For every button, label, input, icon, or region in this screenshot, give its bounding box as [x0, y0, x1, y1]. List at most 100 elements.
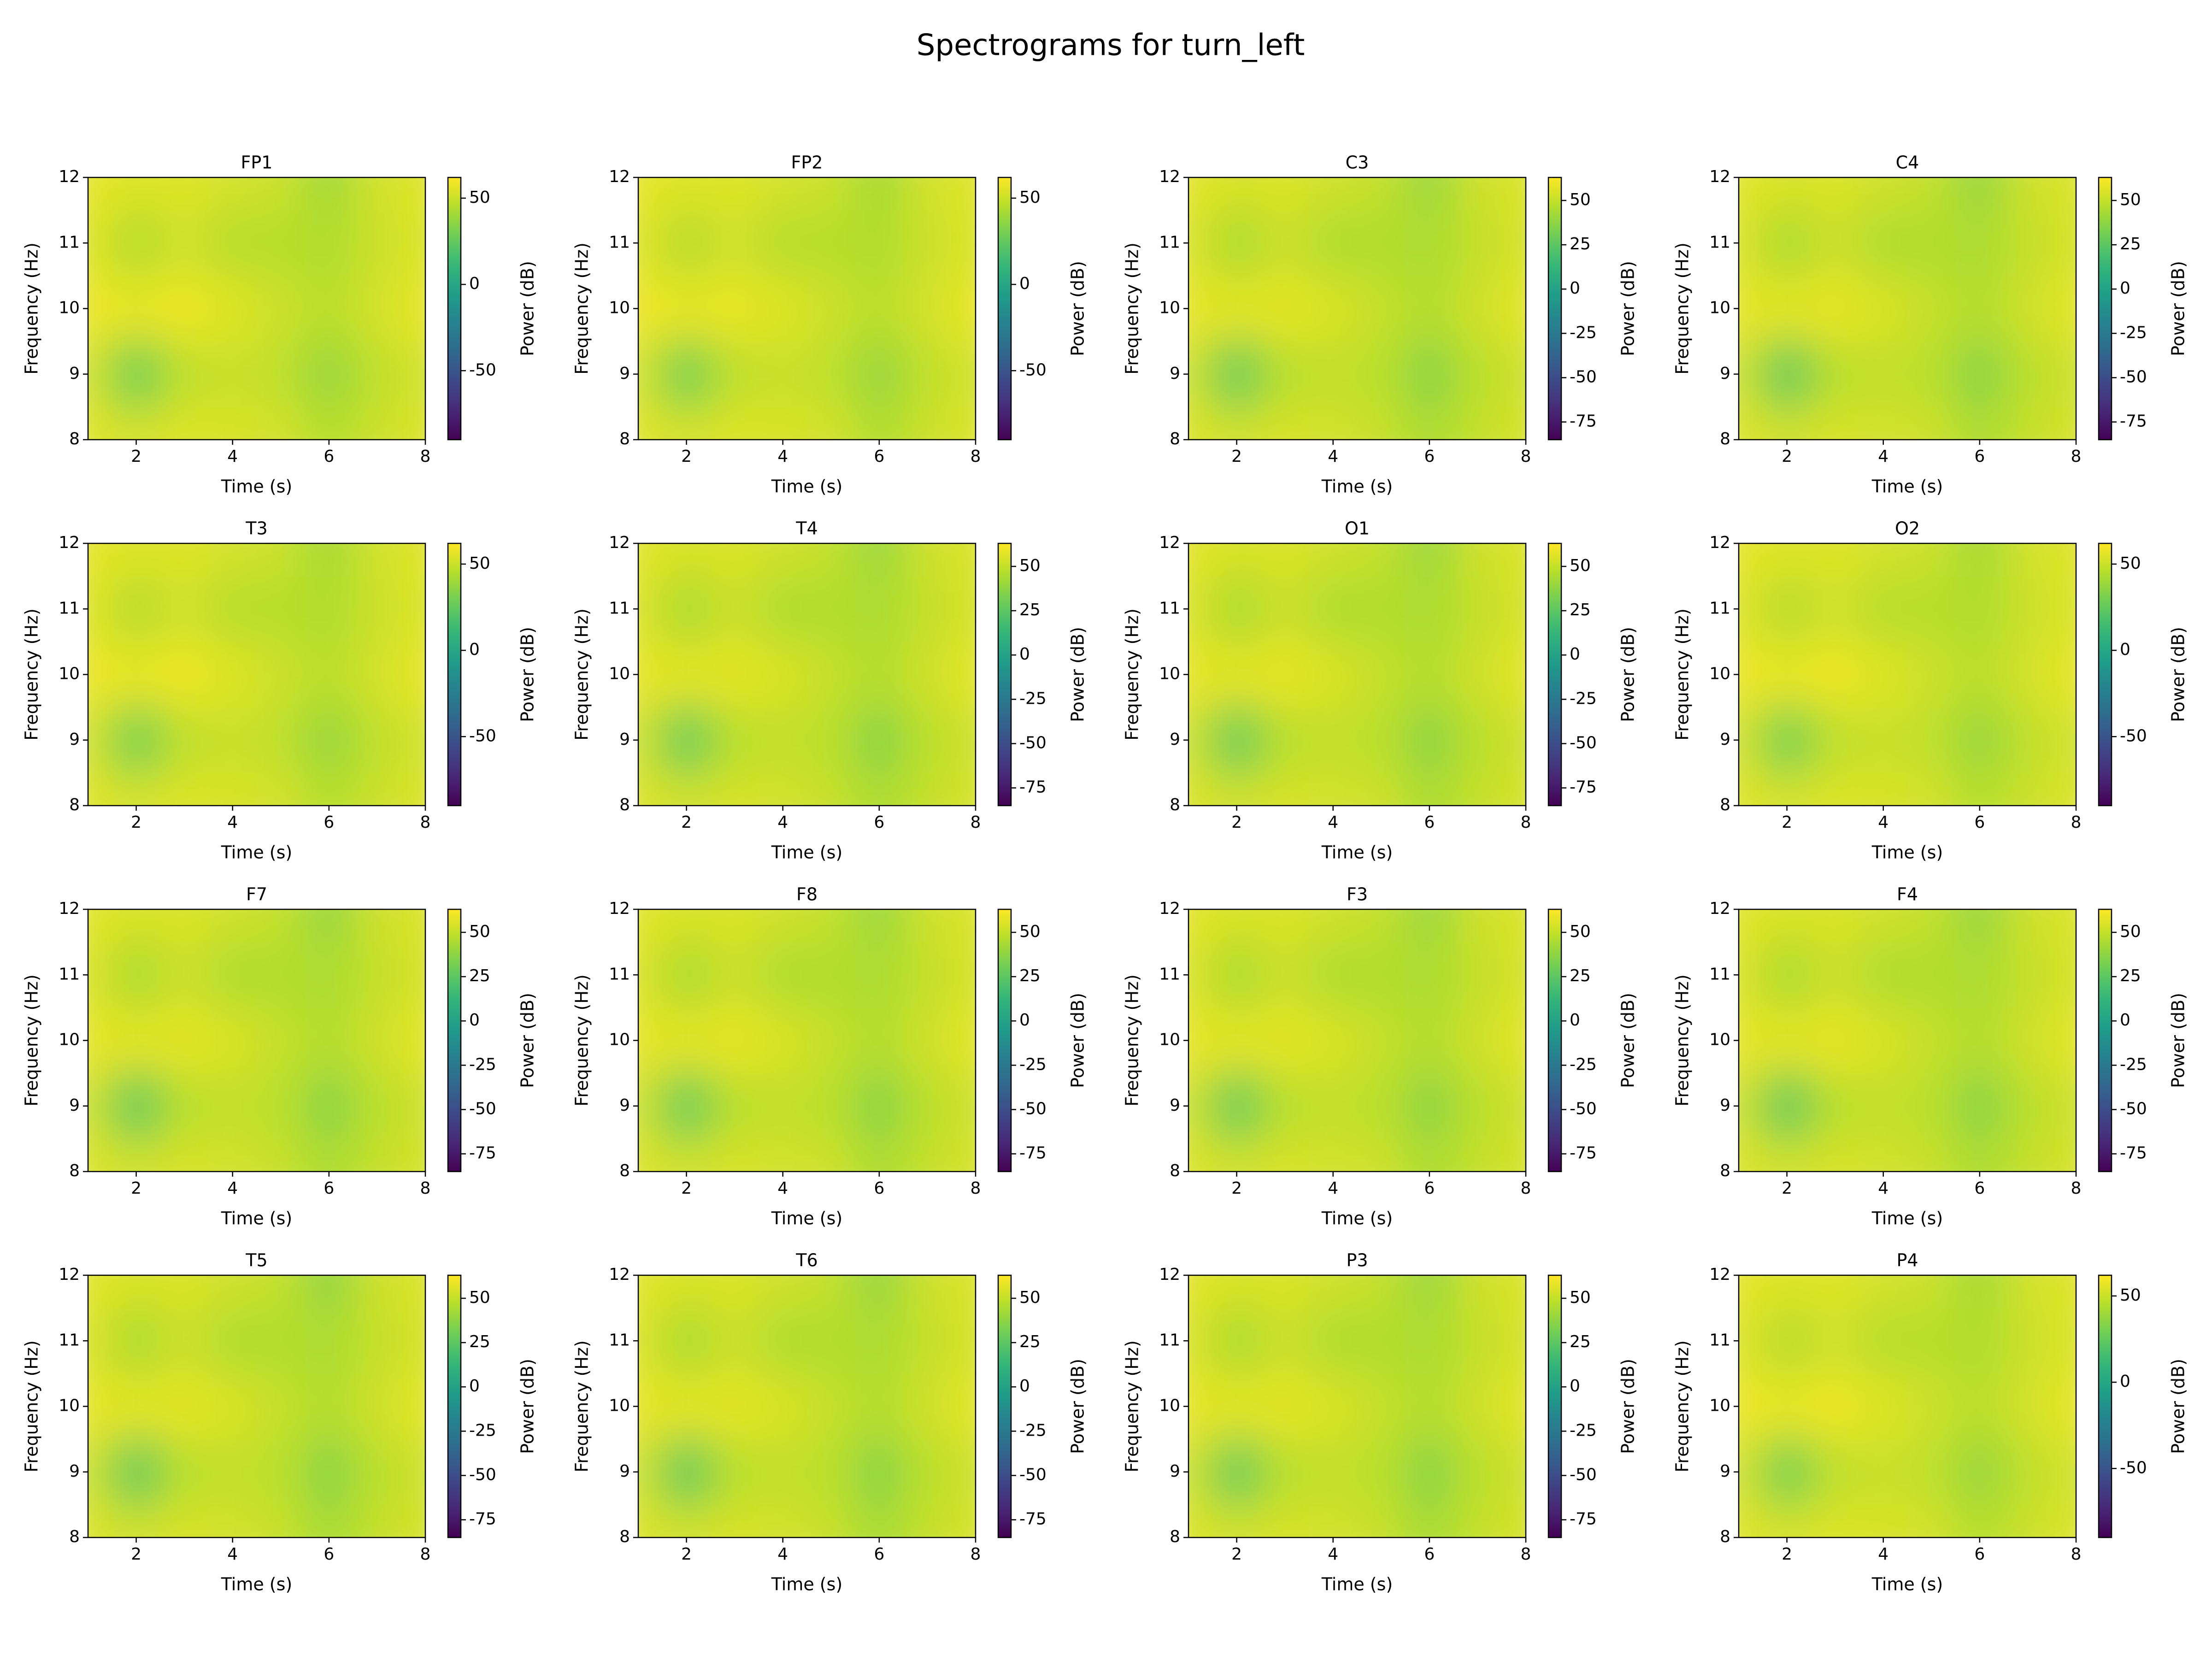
colorbar-tick-label: -75 — [469, 1144, 496, 1163]
y-tick-label: 10 — [609, 299, 630, 318]
x-tick-label: 4 — [227, 1545, 238, 1564]
y-tick-label: 8 — [619, 1161, 630, 1180]
heatmap-cell — [951, 177, 976, 211]
y-tick-label: 10 — [1709, 299, 1730, 318]
heatmap-cell — [1811, 576, 1859, 642]
y-tick-label: 12 — [1159, 167, 1180, 186]
colorbar-tick-label: 0 — [2120, 279, 2130, 298]
heatmap-cell — [256, 1073, 306, 1139]
colorbar — [2098, 1274, 2112, 1538]
colorbar-label: Power (dB) — [2168, 1359, 2188, 1454]
heatmap-cell — [1501, 942, 1526, 1008]
heatmap-cell — [1907, 1007, 1956, 1074]
x-tick-label: 4 — [227, 1179, 238, 1198]
heatmap — [88, 543, 425, 806]
y-tick-label: 12 — [1709, 533, 1730, 552]
heatmap-cell — [1811, 1275, 1859, 1308]
heatmap-cell — [2052, 772, 2076, 806]
y-tick-label: 9 — [619, 1096, 630, 1115]
heatmap-cell — [855, 275, 904, 342]
heatmap-cell — [903, 641, 952, 708]
heatmap-cell — [1453, 641, 1502, 708]
heatmap-cell — [353, 210, 402, 276]
heatmap-cell — [1955, 1308, 2004, 1374]
heatmap-cell — [1859, 1007, 1908, 1074]
x-tick-label: 2 — [1231, 447, 1242, 466]
heatmap-cell — [1907, 942, 1956, 1008]
colorbar-tick-label: -75 — [1570, 778, 1597, 797]
colorbar-tick-label: -50 — [2120, 726, 2147, 745]
x-axis-label: Time (s) — [1871, 1208, 1943, 1229]
colorbar-tick-label: -75 — [469, 1510, 496, 1529]
x-tick-label: 8 — [420, 813, 431, 832]
colorbar-tick-label: 50 — [1570, 922, 1591, 941]
colorbar-tick-label: -50 — [1019, 1099, 1047, 1118]
heatmap-cell — [1739, 1504, 1763, 1537]
colorbar-tick-label: 25 — [1019, 966, 1041, 985]
y-tick-label: 10 — [1709, 1396, 1730, 1415]
heatmap-cell — [1357, 641, 1406, 708]
heatmap-cell — [88, 1308, 112, 1374]
heatmap — [638, 909, 976, 1172]
y-tick-label: 11 — [1159, 233, 1180, 252]
colorbar-label: Power (dB) — [1068, 1359, 1088, 1454]
y-tick-label: 11 — [59, 599, 80, 618]
colorbar-tick-label: 0 — [469, 1011, 480, 1030]
heatmap-cells — [638, 909, 976, 1172]
heatmap-cell — [710, 1373, 759, 1440]
heatmap-cell — [2003, 576, 2053, 642]
y-tick-label: 9 — [1720, 364, 1730, 383]
heatmap-cell — [256, 341, 306, 407]
heatmap-cell — [1762, 275, 1812, 342]
heatmap-cell — [1308, 707, 1358, 773]
heatmap-cell — [1907, 177, 1956, 211]
y-tick-label: 12 — [609, 533, 630, 552]
heatmap-cell — [305, 1007, 353, 1074]
heatmap-cell — [1739, 275, 1763, 342]
heatmap-cell — [1260, 1138, 1309, 1172]
y-tick-label: 12 — [59, 533, 80, 552]
heatmap-cell — [305, 1308, 353, 1374]
colorbar-label: Power (dB) — [2168, 261, 2188, 356]
heatmap-cell — [1453, 772, 1502, 806]
heatmap-cell — [112, 1007, 161, 1074]
x-tick-label: 6 — [874, 447, 884, 466]
colorbar-tick-label: 25 — [469, 966, 490, 985]
heatmap-cell — [2003, 543, 2053, 577]
colorbar-tick-label: 50 — [1570, 556, 1591, 575]
heatmap-cell — [160, 543, 209, 577]
y-tick-label: 10 — [59, 299, 80, 318]
heatmap-cell — [208, 1275, 257, 1308]
colorbar — [447, 1274, 462, 1538]
heatmap-cell — [305, 1439, 353, 1505]
heatmap-cell — [1453, 177, 1502, 211]
colorbar-tick-label: 50 — [1019, 922, 1041, 941]
heatmap-cell — [401, 1007, 425, 1074]
heatmap-cell — [1260, 576, 1309, 642]
heatmap-cell — [353, 177, 402, 211]
heatmap-cells — [88, 909, 425, 1172]
heatmap-cell — [638, 1504, 663, 1537]
heatmap-cell — [903, 1373, 952, 1440]
heatmap-cell — [1501, 1073, 1526, 1139]
heatmap-cell — [1212, 1007, 1261, 1074]
heatmap-cell — [758, 1439, 807, 1505]
y-tick-label: 8 — [1720, 430, 1730, 448]
heatmap-cell — [1859, 275, 1908, 342]
colorbar-tick-label: 0 — [1019, 1011, 1030, 1030]
heatmap-cell — [1357, 909, 1406, 942]
heatmap-cell — [1859, 543, 1908, 577]
heatmap-cell — [305, 177, 353, 211]
heatmap-cell — [2052, 1073, 2076, 1139]
heatmap-cell — [2003, 942, 2053, 1008]
heatmap-cell — [662, 1504, 711, 1537]
y-axis-label: Frequency (Hz) — [572, 974, 592, 1107]
x-axis-label: Time (s) — [771, 477, 843, 497]
heatmap — [638, 1275, 976, 1537]
x-tick-label: 8 — [971, 813, 981, 832]
subplot-title: FP2 — [791, 153, 823, 173]
colorbar-tick-label: -75 — [1019, 1510, 1047, 1529]
heatmap-cell — [1308, 406, 1358, 440]
heatmap-cell — [2052, 576, 2076, 642]
colorbar — [2098, 177, 2112, 441]
